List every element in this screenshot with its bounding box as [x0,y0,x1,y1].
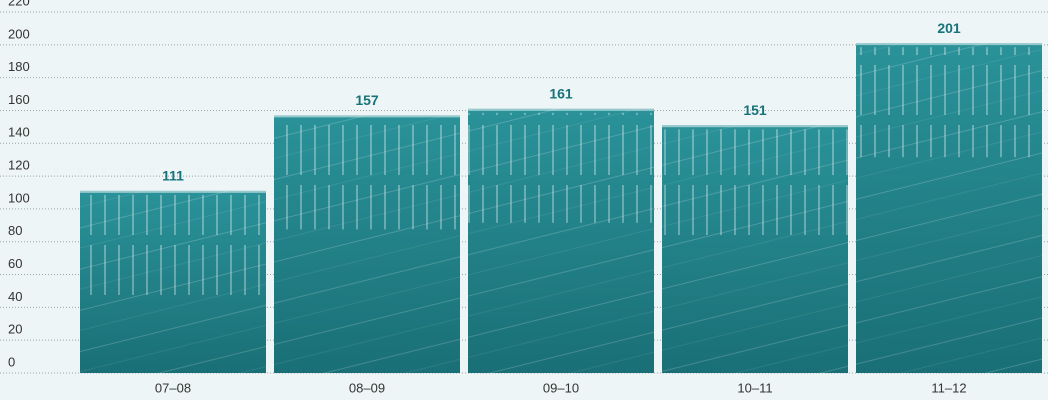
page: 0 20 40 60 80 100 120 140 160 180 200 220 07–08 111 08… [0,0,1048,400]
value-label: 151 [743,102,767,118]
x-tick-label: 09–10 [543,380,579,395]
y-tick-label: 160 [8,92,30,107]
y-tick-label: 20 [8,322,22,337]
bar [856,43,1042,373]
y-tick-label: 180 [8,59,30,74]
y-tick-label: 200 [8,26,30,41]
y-tick-label: 120 [8,158,30,173]
value-label: 161 [549,86,573,102]
bar [274,115,460,373]
y-tick-label: 80 [8,223,22,238]
x-tick-label: 08–09 [349,380,385,395]
y-tick-label: 220 [8,0,30,8]
y-tick-label: 100 [8,190,30,205]
y-tick-label: 0 [8,354,15,369]
y-tick-label: 40 [8,289,22,304]
bar [468,109,654,373]
bar [80,191,266,373]
x-tick-label: 07–08 [155,380,191,395]
y-tick-label: 60 [8,256,22,271]
value-label: 111 [162,168,184,184]
x-tick-label: 10–11 [737,380,772,395]
x-tick-label: 11–12 [931,380,966,395]
value-label: 201 [937,20,961,36]
value-label: 157 [355,92,379,108]
y-tick-label: 140 [8,125,30,140]
chart: 0 20 40 60 80 100 120 140 160 180 200 220 07–08 111 08… [0,0,1048,400]
bar [662,125,848,373]
